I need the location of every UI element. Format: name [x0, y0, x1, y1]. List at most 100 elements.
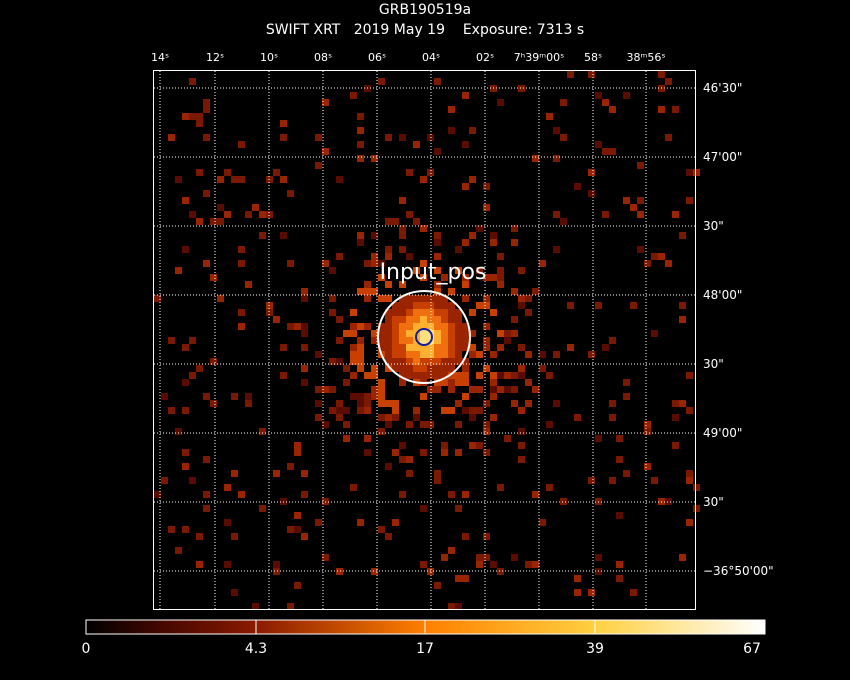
count-pixel [469, 232, 476, 239]
count-pixel [448, 491, 455, 498]
count-pixel [455, 379, 462, 386]
count-pixel [693, 484, 700, 491]
count-pixel [392, 309, 399, 316]
count-pixel [287, 190, 294, 197]
count-pixel [371, 288, 378, 295]
count-pixel [385, 421, 392, 428]
count-pixel [364, 372, 371, 379]
count-pixel [413, 267, 420, 274]
count-pixel [567, 344, 574, 351]
count-pixel [378, 344, 385, 351]
count-pixel [441, 379, 448, 386]
count-pixel [350, 358, 357, 365]
count-pixel [385, 281, 392, 288]
count-pixel [462, 393, 469, 400]
count-pixel [441, 442, 448, 449]
count-pixel [287, 463, 294, 470]
count-pixel [434, 295, 441, 302]
count-pixel [441, 372, 448, 379]
count-pixel [434, 582, 441, 589]
count-pixel [518, 442, 525, 449]
count-pixel [182, 246, 189, 253]
count-pixel [336, 176, 343, 183]
count-pixel [462, 365, 469, 372]
count-pixel [273, 561, 280, 568]
count-pixel [511, 386, 518, 393]
count-pixel [196, 113, 203, 120]
count-pixel [553, 155, 560, 162]
count-pixel [413, 365, 420, 372]
count-pixel [392, 449, 399, 456]
count-pixel [483, 337, 490, 344]
count-pixel [462, 407, 469, 414]
count-pixel [385, 414, 392, 421]
count-pixel [630, 589, 637, 596]
count-pixel [301, 470, 308, 477]
count-pixel [644, 421, 651, 428]
count-pixel [441, 274, 448, 281]
count-pixel [518, 407, 525, 414]
count-pixel [357, 141, 364, 148]
count-pixel [406, 309, 413, 316]
count-pixel [672, 211, 679, 218]
count-pixel [434, 344, 441, 351]
count-pixel [518, 267, 525, 274]
count-pixel [413, 309, 420, 316]
count-pixel [301, 344, 308, 351]
count-pixel [329, 267, 336, 274]
count-pixel [574, 183, 581, 190]
count-pixel [364, 407, 371, 414]
count-pixel [448, 379, 455, 386]
count-pixel [434, 337, 441, 344]
dec-tick-label: 47'00" [703, 150, 743, 164]
count-pixel [364, 449, 371, 456]
count-pixel [175, 547, 182, 554]
count-pixel [448, 603, 455, 610]
count-pixel [504, 386, 511, 393]
count-pixel [273, 169, 280, 176]
count-pixel [189, 78, 196, 85]
input-position-marker [415, 328, 433, 346]
count-pixel [420, 330, 427, 337]
count-pixel [483, 365, 490, 372]
count-pixel [385, 344, 392, 351]
count-pixel [378, 274, 385, 281]
count-pixel [420, 344, 427, 351]
count-pixel [686, 470, 693, 477]
colorbar-label: 0 [81, 641, 91, 657]
count-pixel [462, 183, 469, 190]
count-pixel [525, 400, 532, 407]
count-pixel [434, 239, 441, 246]
count-pixel [441, 295, 448, 302]
count-pixel [420, 505, 427, 512]
count-pixel [203, 491, 210, 498]
count-pixel [490, 274, 497, 281]
count-pixel [280, 176, 287, 183]
count-pixel [553, 211, 560, 218]
count-pixel [455, 246, 462, 253]
count-pixel [259, 505, 266, 512]
count-pixel [518, 344, 525, 351]
count-pixel [413, 351, 420, 358]
count-pixel [378, 400, 385, 407]
count-pixel [322, 386, 329, 393]
count-pixel [448, 337, 455, 344]
count-pixel [476, 225, 483, 232]
count-pixel [182, 197, 189, 204]
count-pixel [476, 442, 483, 449]
dec-tick-label: 30" [703, 495, 724, 509]
count-pixel [672, 106, 679, 113]
count-pixel [623, 393, 630, 400]
count-pixel [315, 400, 322, 407]
count-pixel [441, 337, 448, 344]
count-pixel [399, 281, 406, 288]
count-pixel [455, 323, 462, 330]
count-pixel [406, 372, 413, 379]
count-pixel [357, 400, 364, 407]
count-pixel [462, 575, 469, 582]
count-pixel [343, 365, 350, 372]
count-pixel [266, 211, 273, 218]
count-pixel [378, 428, 385, 435]
count-pixel [525, 561, 532, 568]
count-pixel [483, 274, 490, 281]
